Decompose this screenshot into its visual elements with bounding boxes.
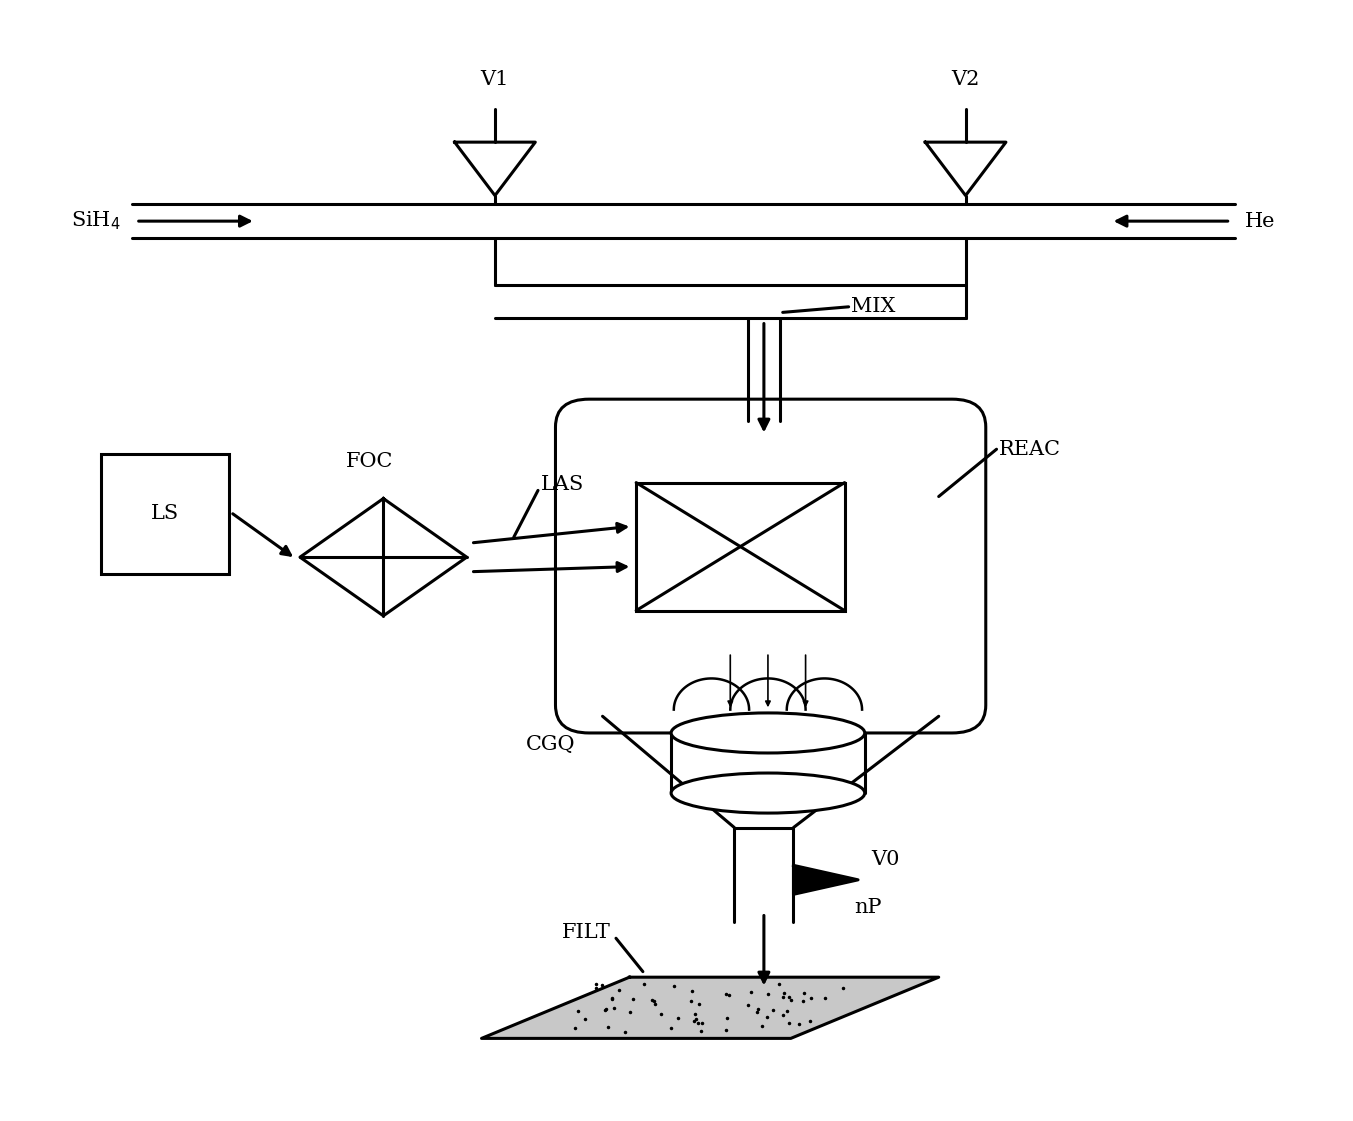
Text: LS: LS (150, 504, 179, 524)
Polygon shape (300, 499, 467, 615)
Text: V0: V0 (871, 851, 900, 869)
Text: V2: V2 (951, 70, 980, 89)
Text: V1: V1 (480, 70, 509, 89)
Bar (636, 483, 844, 611)
Text: FILT: FILT (563, 924, 612, 942)
Polygon shape (482, 978, 939, 1038)
Text: MIX: MIX (851, 297, 896, 316)
Ellipse shape (671, 773, 865, 813)
Text: nP: nP (854, 898, 882, 917)
Text: SiH$_4$: SiH$_4$ (72, 210, 122, 232)
Bar (101, 454, 229, 574)
Text: He: He (1245, 212, 1276, 231)
Polygon shape (793, 865, 858, 895)
Text: LAS: LAS (541, 475, 584, 494)
Text: FOC: FOC (346, 452, 394, 471)
Text: REAC: REAC (1000, 439, 1061, 458)
Ellipse shape (671, 713, 865, 753)
Text: CGQ: CGQ (526, 734, 575, 753)
